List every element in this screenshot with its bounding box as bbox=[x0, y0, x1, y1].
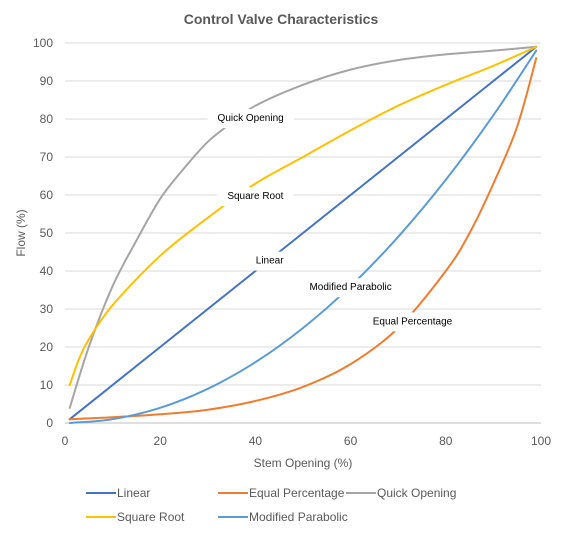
series-line-quick-opening bbox=[68, 45, 538, 409]
annotation-box bbox=[245, 251, 295, 271]
annotation-square-root: Square Root bbox=[217, 187, 294, 206]
annotation-box bbox=[362, 312, 463, 332]
chart-title: Control Valve Characteristics bbox=[184, 11, 379, 27]
gridlines bbox=[65, 42, 541, 386]
x-tick-label: 100 bbox=[531, 434, 551, 448]
y-axis-title: Flow (%) bbox=[14, 209, 28, 256]
annotation-label: Equal Percentage bbox=[373, 316, 453, 327]
y-tick-label: 30 bbox=[40, 302, 54, 316]
legend-label: Modified Parabolic bbox=[249, 510, 348, 524]
x-tick-label: 80 bbox=[439, 434, 453, 448]
legend-label: Linear bbox=[117, 486, 150, 500]
y-tick-label: 60 bbox=[40, 188, 54, 202]
legend-item-quick-opening[interactable]: Quick Opening bbox=[346, 486, 456, 500]
annotation-label: Quick Opening bbox=[218, 113, 284, 124]
y-tick-label: 40 bbox=[40, 264, 54, 278]
y-tick-label: 80 bbox=[40, 112, 54, 126]
x-tick-label: 0 bbox=[62, 434, 69, 448]
annotation-label: Modified Parabolic bbox=[309, 282, 391, 293]
y-tick-label: 90 bbox=[40, 74, 54, 88]
legend-item-modified-parabolic[interactable]: Modified Parabolic bbox=[218, 510, 348, 524]
y-tick-label: 70 bbox=[40, 150, 54, 164]
legend-label: Quick Opening bbox=[377, 486, 456, 500]
y-tick-label: 20 bbox=[40, 340, 54, 354]
annotation-label: Square Root bbox=[227, 191, 283, 202]
series-line-linear bbox=[68, 45, 538, 421]
legend-label: Equal Percentage bbox=[249, 486, 345, 500]
legend-item-linear[interactable]: Linear bbox=[86, 486, 150, 500]
annotation-equal-percentage: Equal Percentage bbox=[362, 312, 463, 332]
series-line-equal-percentage bbox=[68, 57, 538, 421]
legend-item-square-root[interactable]: Square Root bbox=[86, 510, 185, 524]
y-tick-label: 50 bbox=[40, 226, 54, 240]
annotation-modified-parabolic: Modified Parabolic bbox=[299, 278, 402, 298]
annotation-box bbox=[207, 109, 294, 129]
series-line-square-root bbox=[68, 45, 538, 386]
x-axis-title: Stem Opening (%) bbox=[254, 456, 353, 470]
y-tick-label: 0 bbox=[46, 416, 53, 430]
y-tick-label: 100 bbox=[33, 36, 53, 50]
annotation-quick-opening: Quick Opening bbox=[207, 109, 294, 129]
legend-item-equal-percentage[interactable]: Equal Percentage bbox=[218, 486, 345, 500]
annotation-box bbox=[217, 187, 294, 206]
series-line-modified-parabolic bbox=[68, 49, 538, 424]
legend-label: Square Root bbox=[117, 510, 185, 524]
plot-area bbox=[68, 45, 538, 424]
annotation-label: Linear bbox=[256, 256, 284, 267]
annotation-box bbox=[299, 278, 402, 298]
y-tick-label: 10 bbox=[40, 378, 54, 392]
axes: 0 10 20 30 40 50 60 70 80 90 100 0 20 40 60 80 100 bbox=[33, 36, 551, 448]
legend[interactable]: Linear Equal Percentage Quick Opening Squar… bbox=[86, 486, 456, 524]
annotation-linear: Linear bbox=[245, 251, 295, 271]
annotations: Quick Opening Square Root Linear Modified P… bbox=[207, 109, 463, 332]
x-tick-label: 20 bbox=[154, 434, 168, 448]
x-tick-label: 60 bbox=[344, 434, 358, 448]
x-tick-label: 40 bbox=[249, 434, 263, 448]
